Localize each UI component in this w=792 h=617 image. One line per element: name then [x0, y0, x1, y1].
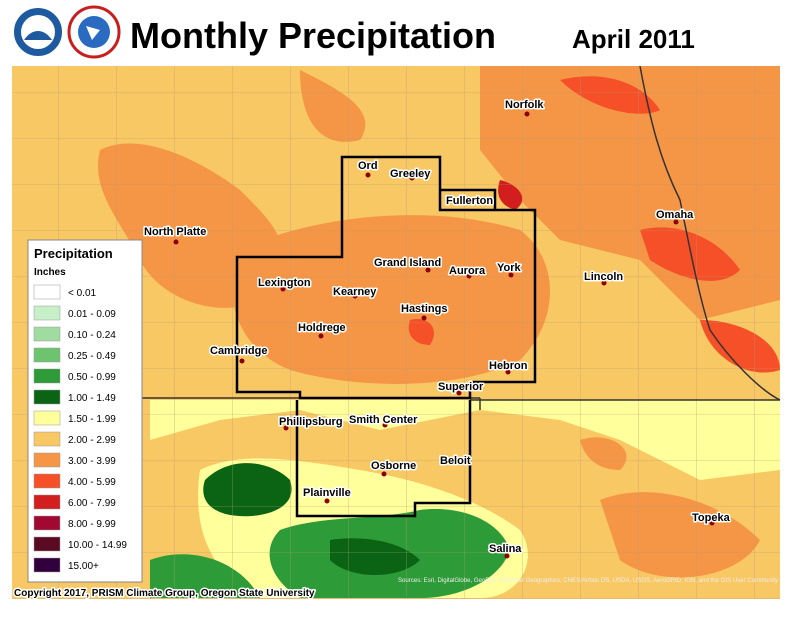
- legend-swatch: [33, 284, 61, 300]
- city-dot: [487, 198, 493, 204]
- city-dot: [508, 272, 514, 278]
- legend-label: 0.10 - 0.24: [68, 330, 116, 341]
- city-dot: [318, 333, 324, 339]
- city-label: Plainville: [303, 487, 351, 499]
- city-label: York: [497, 262, 522, 274]
- legend-label: 0.50 - 0.99: [68, 372, 116, 383]
- legend-label: 0.01 - 0.09: [68, 309, 116, 320]
- legend-swatch: [33, 515, 61, 531]
- city-dot: [425, 267, 431, 273]
- legend-label: 1.00 - 1.49: [68, 393, 116, 404]
- legend-swatch: [33, 557, 61, 573]
- city-label: Aurora: [449, 265, 486, 277]
- map-date: April 2011: [572, 24, 695, 54]
- city-label: Omaha: [656, 209, 694, 221]
- city-dot: [421, 315, 427, 321]
- city-dot: [239, 358, 245, 364]
- city-label: Lincoln: [584, 271, 623, 283]
- city-dot: [457, 460, 463, 466]
- city-dot: [352, 293, 358, 299]
- legend-swatch: [33, 347, 61, 363]
- legend-swatch: [33, 473, 61, 489]
- city-label: Greeley: [390, 168, 431, 180]
- city-label: Holdrege: [298, 322, 346, 334]
- legend-label: 8.00 - 9.99: [68, 519, 116, 530]
- legend-units: Inches: [34, 267, 66, 278]
- city-label: Norfolk: [505, 99, 544, 111]
- city-label: Hebron: [489, 360, 528, 372]
- city-label: Cambridge: [210, 345, 267, 357]
- legend-swatch: [33, 494, 61, 510]
- legend-label: 10.00 - 14.99: [68, 540, 127, 551]
- legend-label: 4.00 - 5.99: [68, 477, 116, 488]
- city-label: Beloit: [440, 455, 471, 467]
- city-label: North Platte: [144, 226, 206, 238]
- city-dot: [365, 172, 371, 178]
- city-dot: [524, 111, 530, 117]
- legend: Precipitation Inches < 0.01 0.01 - 0.09 0.…: [27, 239, 143, 583]
- city-dot: [504, 553, 510, 559]
- header-band: [0, 0, 792, 66]
- city-label: Superior: [438, 381, 484, 393]
- legend-label: 0.25 - 0.49: [68, 351, 116, 362]
- legend-swatch: [33, 536, 61, 552]
- boundaries: [140, 65, 781, 518]
- legend-label: < 0.01: [68, 288, 97, 299]
- city-dot: [382, 422, 388, 428]
- attribution: Sources: Esri, DigitalGlobe, GeoEye, Ear…: [398, 577, 779, 584]
- city-dot: [466, 273, 472, 279]
- city-label: Ord: [358, 160, 378, 172]
- city-dot: [456, 390, 462, 396]
- legend-swatch: [33, 410, 61, 426]
- city-dot: [173, 239, 179, 245]
- city-layer: Norfolk Ord Greeley Fullerton North Platte Om…: [143, 98, 732, 559]
- legend-swatch: [33, 368, 61, 384]
- city-label: Lexington: [258, 277, 311, 289]
- city-dot: [381, 471, 387, 477]
- city-label: Smith Center: [349, 414, 418, 426]
- city-label: Osborne: [371, 460, 416, 472]
- legend-label: 3.00 - 3.99: [68, 456, 116, 467]
- city-dot: [709, 520, 715, 526]
- legend-title: Precipitation: [34, 246, 113, 261]
- city-label: Phillipsburg: [279, 416, 343, 428]
- city-dot: [409, 175, 415, 181]
- city-label: Hastings: [401, 303, 447, 315]
- city-label: Grand Island: [374, 257, 441, 269]
- city-dot: [324, 498, 330, 504]
- map-title: Monthly Precipitation: [130, 15, 496, 56]
- city-dot: [283, 425, 289, 431]
- legend-label: 15.00+: [68, 561, 99, 572]
- city-dot: [673, 219, 679, 225]
- legend-swatch: [33, 389, 61, 405]
- legend-label: 2.00 - 2.99: [68, 435, 116, 446]
- legend-swatch: [33, 431, 61, 447]
- legend-label: 1.50 - 1.99: [68, 414, 116, 425]
- legend-swatch: [33, 452, 61, 468]
- city-label: Fullerton: [446, 195, 493, 207]
- city-dot: [505, 369, 511, 375]
- city-dot: [280, 286, 286, 292]
- legend-swatch: [33, 305, 61, 321]
- copyright: Copyright 2017, PRISM Climate Group, Ore…: [14, 588, 315, 599]
- city-label: Kearney: [333, 286, 377, 298]
- legend-label: 6.00 - 7.99: [68, 498, 116, 509]
- logos: [12, 5, 121, 59]
- city-label: Salina: [489, 543, 522, 555]
- city-label: Topeka: [692, 512, 731, 524]
- city-dot: [601, 280, 607, 286]
- legend-swatch: [33, 326, 61, 342]
